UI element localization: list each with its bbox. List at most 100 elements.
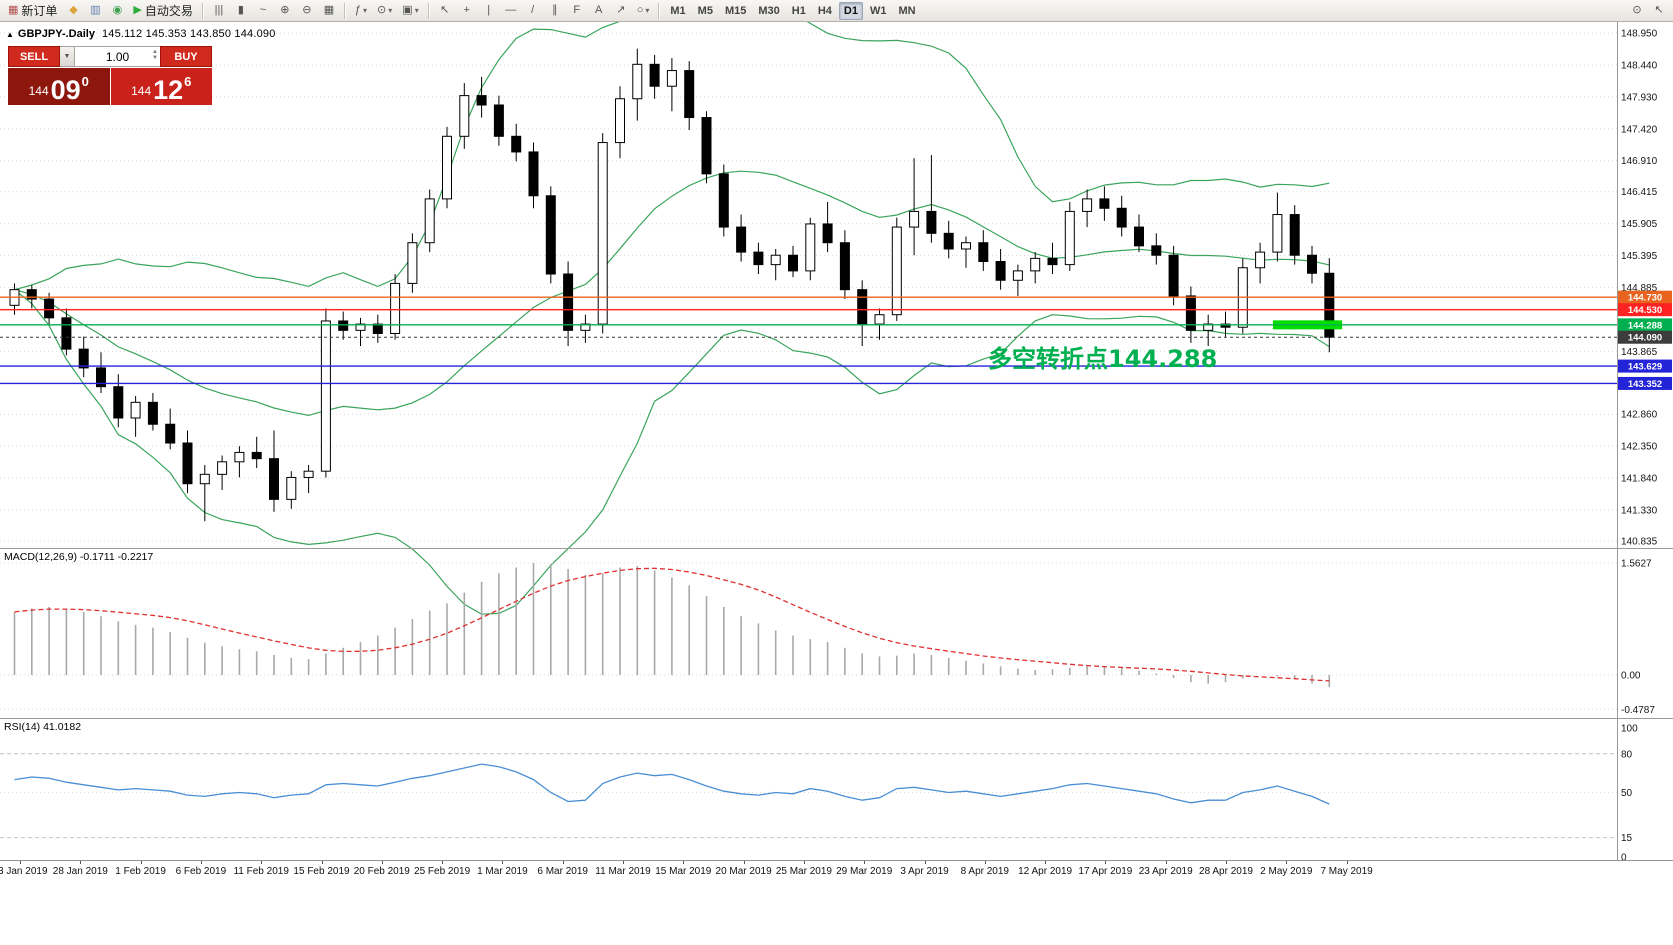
autotrading-button[interactable]: ▶ 自动交易 [129, 2, 196, 20]
price-axis-label: 146.415 [1621, 187, 1658, 198]
arrows-icon-button[interactable]: ↗ [611, 2, 631, 20]
templates-icon-button[interactable]: ▣ ▾ [398, 2, 422, 20]
search-icon-button[interactable]: ⊙ [1627, 2, 1647, 20]
text-icon-glyph: A [595, 4, 603, 16]
fibonacci-icon-button[interactable]: F [567, 2, 587, 20]
autotrading-button-label: 自动交易 [144, 4, 193, 18]
periods-icon-button-dropdown-icon[interactable]: ▾ [388, 6, 393, 15]
bar-chart-icon-button[interactable]: ||| [209, 2, 229, 20]
zoom-in-icon-button[interactable]: ⊕ [275, 2, 295, 20]
date-label: 2 May 2019 [1260, 866, 1313, 877]
line-chart-icon-glyph: ~ [259, 4, 267, 16]
navigator-icon-button[interactable]: ◉ [107, 2, 127, 20]
pivot-annotation-text: 多空转折点144.288 [988, 345, 1218, 373]
timeframe-h1-button[interactable]: H1 [791, 4, 806, 17]
timeframe-d1-button[interactable]: D1 [838, 1, 863, 20]
price-chart-svg[interactable]: 148.950 148.440 147.930 147.420 146.910 146.4… [0, 22, 1673, 860]
collapse-icon[interactable]: ▲ [6, 30, 14, 39]
svg-text:144.288: 144.288 [1628, 320, 1662, 331]
sell-price-big: 09 [50, 75, 81, 106]
symbol-title: GBPJPY-.Daily [17, 28, 95, 40]
timeframe-mn-button[interactable]: MN [898, 4, 916, 17]
line-chart-icon-button[interactable]: ~ [253, 2, 273, 20]
zoom-out-icon-button[interactable]: ⊖ [297, 2, 317, 20]
new-order-button[interactable]: ▦ 新订单 [4, 2, 61, 20]
toolbar: ▦ 新订单 ◆ ▥ ◉ ▶ 自动交易 ||| ▮ ~ ⊕ ⊖ ▦ ƒ ▾ ⊙ ▾ ▣ ▾ ↖ + | — / ∥ F A ↗ ○ ▾ M1 M… [0, 0, 1673, 22]
text-icon-button[interactable]: A [589, 2, 609, 20]
quick-help-icon-button[interactable]: ↖ [1649, 2, 1669, 20]
candlestick-chart-icon-button[interactable]: ▮ [231, 2, 251, 20]
toolbar-separator [201, 2, 204, 19]
price-axis-label: 142.860 [1621, 410, 1658, 421]
timeframe-m15-button[interactable]: M15 [724, 4, 747, 17]
date-tick [321, 861, 323, 864]
bottom-margin [0, 880, 1673, 945]
volume-input[interactable]: 1.00 ▲ ▼ [75, 46, 160, 67]
date-label: 28 Apr 2019 [1199, 866, 1253, 877]
date-label: 23 Jan 2019 [0, 866, 48, 877]
channel-icon-button[interactable]: ∥ [545, 2, 565, 20]
spin-up-icon[interactable]: ▲ [152, 49, 158, 55]
date-label: 20 Mar 2019 [715, 866, 772, 877]
buy-price-sup: 6 [184, 74, 192, 89]
timeframe-m5-button[interactable]: M5 [697, 4, 713, 17]
price-axis-label: 145.395 [1621, 251, 1658, 262]
date-label: 6 Feb 2019 [175, 866, 227, 877]
vertical-line-icon-button[interactable]: | [479, 2, 499, 20]
bollinger-lower-band [14, 289, 1330, 615]
tile-windows-icon-button[interactable]: ▦ [319, 2, 339, 20]
buy-button[interactable]: BUY [160, 46, 212, 67]
date-label: 6 Mar 2019 [537, 866, 588, 877]
horizontal-line-icon-glyph: — [505, 4, 517, 16]
templates-icon-button-dropdown-icon[interactable]: ▾ [414, 6, 419, 15]
macd-signal-line [14, 567, 1330, 682]
level-badge [1618, 376, 1672, 390]
timeframe-m30-button[interactable]: M30 [758, 4, 780, 17]
date-label: 20 Feb 2019 [353, 866, 410, 877]
timeframe-w1-button[interactable]: W1 [869, 4, 887, 17]
periods-icon-button[interactable]: ⊙ ▾ [373, 2, 396, 20]
cursor-icon-glyph: ↖ [440, 4, 450, 16]
cursor-icon-button[interactable]: ↖ [435, 2, 455, 20]
date-tick [562, 861, 564, 864]
date-tick [261, 861, 263, 864]
shapes-icon-button[interactable]: ○ ▾ [633, 2, 654, 20]
sell-price-box[interactable]: 144 09 0 [8, 68, 110, 105]
search-icon-glyph: ⊙ [1632, 4, 1642, 16]
shapes-icon-button-dropdown-icon[interactable]: ▾ [645, 6, 650, 15]
date-tick [140, 861, 142, 864]
rsi-axis-label: 50 [1621, 788, 1633, 799]
timeframe-h4-button[interactable]: H4 [817, 4, 832, 17]
date-tick [1346, 861, 1348, 864]
macd-axis-label: 1.5627 [1621, 559, 1652, 570]
date-label: 17 Apr 2019 [1078, 866, 1133, 877]
trendline-icon-button[interactable]: / [523, 2, 543, 20]
date-tick [1045, 861, 1047, 864]
time-axis[interactable]: 23 Jan 2019 28 Jan 2019 1 Feb 2019 6 Feb 20… [0, 860, 1673, 880]
chart-area[interactable]: 148.950 148.440 147.930 147.420 146.910 146.4… [0, 22, 1673, 860]
bar-chart-icon-glyph: ||| [214, 4, 224, 16]
date-label: 12 Apr 2019 [1018, 866, 1073, 877]
date-tick [1286, 861, 1288, 864]
buy-price-big: 12 [153, 75, 184, 106]
price-axis-label: 142.350 [1621, 442, 1658, 453]
buy-price-box[interactable]: 144 12 6 [110, 68, 212, 106]
indicators-icon-button[interactable]: ◆ [63, 2, 83, 20]
date-tick [80, 861, 82, 864]
market-watch-icon-button[interactable]: ▥ [85, 2, 105, 20]
date-label: 23 Apr 2019 [1138, 866, 1193, 877]
date-tick [1165, 861, 1167, 864]
sell-button[interactable]: SELL [8, 46, 60, 67]
spin-down-icon[interactable]: ▼ [152, 55, 158, 61]
trendline-icon-glyph: / [531, 4, 535, 16]
volume-stepper[interactable]: ▲ ▼ [152, 49, 158, 61]
indicators-list-icon-button-dropdown-icon[interactable]: ▾ [363, 6, 368, 15]
indicators-list-icon-button[interactable]: ƒ ▾ [351, 2, 371, 20]
timeframe-m1-button[interactable]: M1 [670, 4, 686, 17]
crosshair-icon-button[interactable]: + [457, 2, 477, 20]
horizontal-line-icon-button[interactable]: — [501, 2, 521, 20]
date-tick [743, 861, 745, 864]
date-label: 8 Apr 2019 [960, 866, 1009, 877]
sell-options-dropdown[interactable]: ▼ [60, 46, 75, 67]
